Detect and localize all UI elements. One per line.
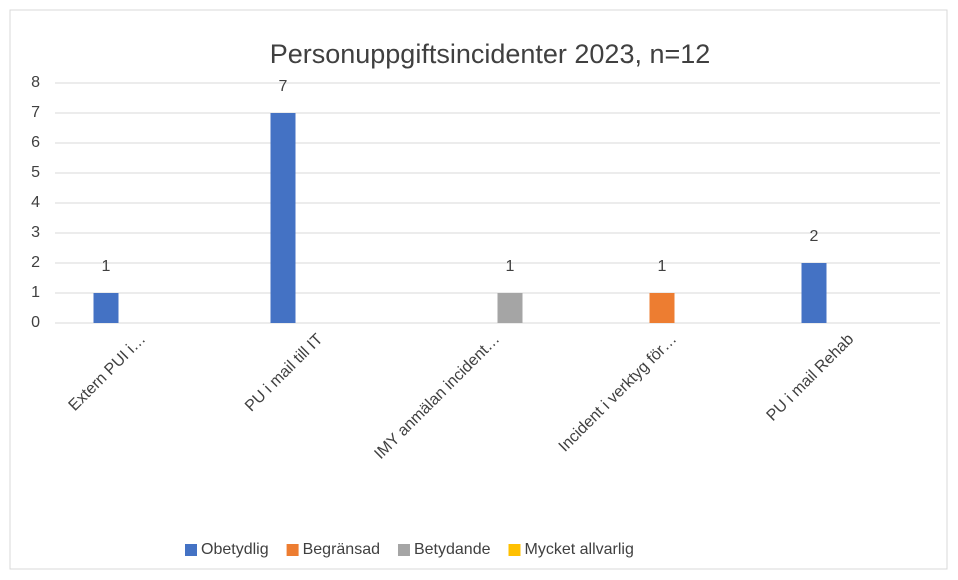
bar	[497, 293, 523, 323]
y-tick-label: 5	[31, 164, 40, 181]
legend-label: Obetydlig	[201, 541, 269, 558]
data-label: 1	[102, 258, 111, 275]
y-tick-label: 7	[31, 104, 40, 121]
legend-swatch	[508, 544, 521, 556]
y-tick-label: 0	[31, 314, 40, 331]
y-tick-label: 8	[31, 74, 40, 91]
legend-swatch	[286, 544, 299, 556]
legend-swatch	[397, 544, 410, 556]
y-tick-label: 3	[31, 224, 40, 241]
data-label: 7	[279, 78, 288, 95]
bar	[801, 263, 827, 323]
legend-label: Begränsad	[303, 541, 380, 558]
data-label: 1	[506, 258, 515, 275]
data-label: 2	[810, 228, 819, 245]
bar	[649, 293, 675, 323]
y-tick-label: 2	[31, 254, 40, 271]
y-tick-label: 6	[31, 134, 40, 151]
bar	[270, 113, 296, 323]
bar	[93, 293, 119, 323]
chart-title: Personuppgiftsincidenter 2023, n=12	[270, 39, 711, 69]
data-label: 1	[658, 258, 667, 275]
chart-border	[9, 9, 948, 570]
y-tick-label: 4	[31, 194, 40, 211]
legend-swatch	[185, 544, 197, 556]
legend-label: Betydande	[414, 541, 491, 558]
legend-label: Mycket allvarlig	[525, 541, 634, 558]
y-tick-label: 1	[31, 284, 40, 301]
